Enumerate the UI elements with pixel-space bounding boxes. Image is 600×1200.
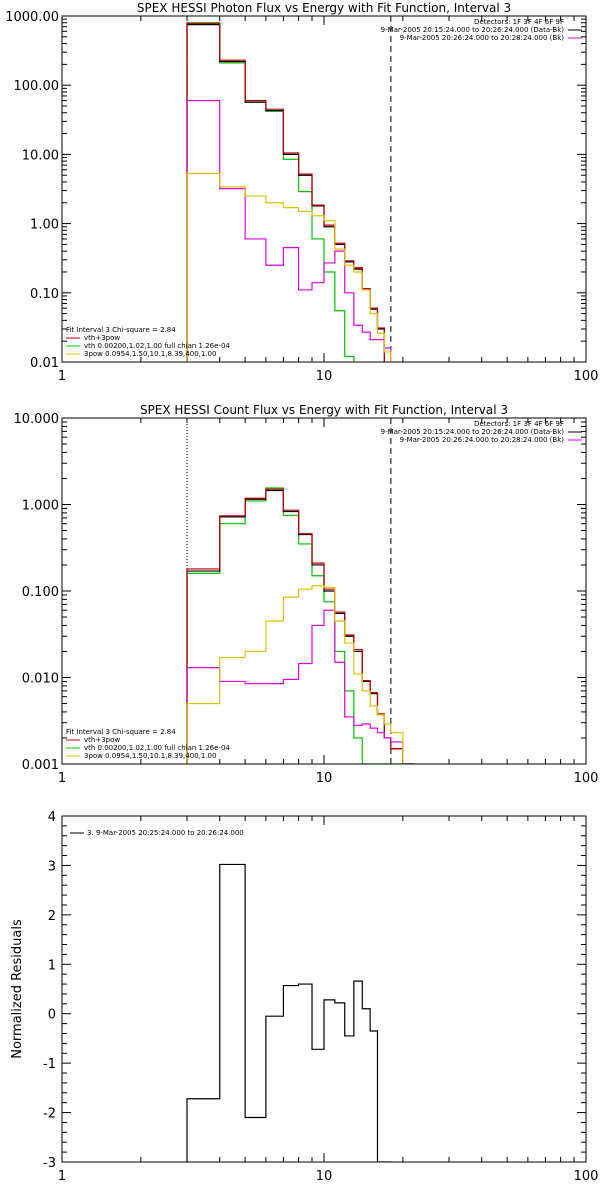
plot-area [186,863,392,1162]
x-tick-label: 100 [574,369,599,384]
x-tick-label: 1 [58,771,66,786]
chart-title: SPEX HESSI Photon Flux vs Energy with Fi… [137,1,511,15]
legend-top-right-entry: 9-Mar-2005 20:26:24.000 to 20:28:24.000 … [400,436,565,444]
plot-area [186,22,404,362]
legend-bottom-left-entry: 3pow 0.0954,1.50,10.1,8.39,400,1.00 [84,752,216,760]
legend-bottom-left-entry: vth 0.00200,1.02,1.00 full chian 1.26e-0… [84,744,230,752]
y-tick-label: 0.010 [22,672,59,687]
x-tick-label: 100 [574,1169,599,1184]
chart-1: SPEX HESSI Photon Flux vs Energy with Fi… [5,1,598,384]
y-tick-label: 3 [48,859,56,874]
plot-frame [61,417,587,765]
legend-bottom-left-entry: vth+3pow [84,736,120,744]
y-tick-label: -3 [43,1156,56,1171]
legend-bottom-left-entry: vth+3pow [84,334,120,342]
y-tick-label: 1.000 [22,499,59,514]
x-tick-label: 100 [574,771,599,786]
legend-entry: 3. 9-Mar-2005 20:25:24.000 to 20:26:24.0… [87,829,244,837]
y-tick-label: 0.01 [30,356,59,371]
y-tick-label: 1.00 [30,218,59,233]
chart-3: 1 10 100 -3 -2 -1 0 1 2 3 4 Normalized Residuals 3. … [10,810,598,1184]
legend-bottom-left-entry: Fit Interval 3 Chi-square = 2.84 [66,728,176,736]
series-3-step-line [186,487,415,764]
series-1-step-line [186,863,392,1162]
y-tick-label: 2 [48,909,56,924]
series-1-step-line [186,489,415,764]
plot-frame [61,815,587,1163]
x-tick-label: 1 [58,1169,66,1184]
legend-top-right-entry: 9-Mar-2005 20:15:24.000 to 20:26:24.000 … [381,26,565,34]
y-tick-label: -2 [43,1107,56,1122]
legend-top-right-entry: 9-Mar-2005 20:26:24.000 to 20:28:24.000 … [400,34,565,42]
x-tick-label: 1 [58,369,66,384]
y-axis-label: Normalized Residuals [10,919,25,1059]
y-tick-label: 0.10 [30,287,59,302]
y-tick-label: 10.00 [22,148,59,163]
legend-bottom-left-entry: 3pow 0.0954,1.50,10.1,8.39,400,1.00 [84,350,216,358]
y-tick-label: 10.000 [14,412,60,427]
series-1-step-line [186,24,385,362]
x-tick-label: 10 [316,771,333,786]
y-tick-label: 100.00 [14,79,60,94]
legend-top-right-entry: Detectors: 1F 3F 4F 6F 9F [474,18,564,26]
series-5-step-line [186,585,415,764]
plot-frame [61,15,587,363]
series-2-step-line [186,488,415,764]
x-tick-label: 10 [316,1169,333,1184]
series-4-step-line [186,99,392,362]
x-tick-label: 10 [316,369,333,384]
legend-top-right-entry: 9-Mar-2005 20:15:24.000 to 20:26:24.000 … [381,428,565,436]
y-tick-label: 0.100 [22,585,59,600]
y-tick-label: 1 [48,958,56,973]
legend-bottom-left-entry: Fit Interval 3 Chi-square = 2.84 [66,326,176,334]
series-5-step-line [186,172,404,362]
y-tick-label: 1000.00 [5,10,59,25]
chart-title: SPEX HESSI Count Flux vs Energy with Fit… [140,403,508,417]
chart-2: SPEX HESSI Count Flux vs Energy with Fit… [14,403,599,786]
y-tick-label: -1 [43,1057,56,1072]
y-tick-label: 4 [48,810,56,825]
legend-top-right-entry: Detectors: 1F 3F 4F 6F 9F [474,420,564,428]
y-tick-label: 0.001 [22,758,59,773]
legend-bottom-left-entry: vth 0.00200,1.02,1.00 full chian 1.26e-0… [84,342,230,350]
series-4-step-line [186,609,415,764]
y-tick-label: 0 [48,1008,56,1023]
plot-area [186,487,415,764]
